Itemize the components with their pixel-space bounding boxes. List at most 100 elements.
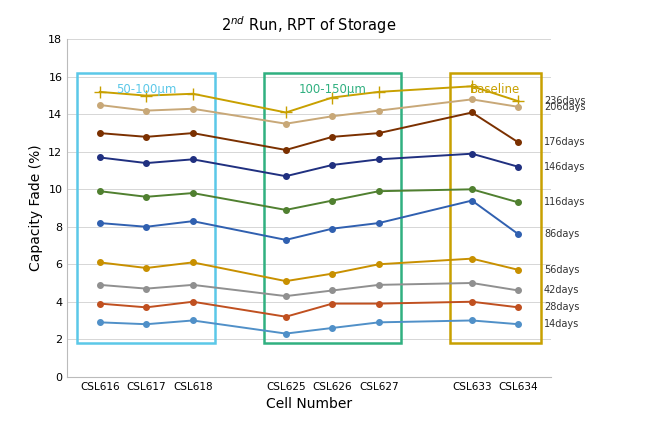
56days xyxy=(375,261,383,267)
14days xyxy=(95,320,103,325)
Text: 100-150μm: 100-150μm xyxy=(298,82,366,95)
Line: 28days: 28days xyxy=(97,299,521,319)
146days xyxy=(468,151,476,156)
14days xyxy=(468,318,476,323)
236days xyxy=(282,110,290,115)
Text: 14days: 14days xyxy=(544,319,579,329)
236days xyxy=(468,84,476,89)
14days xyxy=(142,321,151,327)
Text: 56days: 56days xyxy=(544,265,579,275)
176days xyxy=(189,131,197,136)
176days xyxy=(282,147,290,152)
86days xyxy=(282,237,290,243)
56days xyxy=(95,260,103,265)
42days xyxy=(189,282,197,287)
28days xyxy=(468,299,476,304)
14days xyxy=(189,318,197,323)
206days xyxy=(189,106,197,111)
236days xyxy=(95,89,103,95)
Line: 56days: 56days xyxy=(97,256,521,284)
Text: 206days: 206days xyxy=(544,102,585,112)
Text: 146days: 146days xyxy=(544,162,585,172)
236days xyxy=(142,93,151,98)
28days xyxy=(515,305,523,310)
X-axis label: Cell Number: Cell Number xyxy=(266,397,352,411)
206days xyxy=(468,97,476,102)
Text: 42days: 42days xyxy=(544,286,579,296)
Line: 116days: 116days xyxy=(97,187,521,213)
236days xyxy=(329,95,337,100)
Line: 236days: 236days xyxy=(94,81,524,118)
Line: 14days: 14days xyxy=(97,318,521,336)
42days xyxy=(329,288,337,293)
116days xyxy=(329,198,337,203)
28days xyxy=(95,301,103,306)
14days xyxy=(282,331,290,336)
176days xyxy=(95,131,103,136)
206days xyxy=(282,121,290,126)
86days xyxy=(468,198,476,203)
Line: 42days: 42days xyxy=(97,280,521,299)
146days xyxy=(282,173,290,179)
56days xyxy=(142,265,151,271)
42days xyxy=(468,280,476,286)
56days xyxy=(282,279,290,284)
Text: 50-100μm: 50-100μm xyxy=(116,82,177,95)
28days xyxy=(282,314,290,319)
56days xyxy=(329,271,337,276)
Line: 206days: 206days xyxy=(97,97,521,127)
116days xyxy=(468,187,476,192)
86days xyxy=(95,220,103,226)
28days xyxy=(189,299,197,304)
176days xyxy=(142,134,151,139)
Bar xyxy=(77,73,215,343)
42days xyxy=(375,282,383,287)
146days xyxy=(515,164,523,170)
Bar xyxy=(450,73,541,343)
28days xyxy=(329,301,337,306)
236days xyxy=(515,99,523,104)
56days xyxy=(468,256,476,261)
28days xyxy=(375,301,383,306)
Bar xyxy=(263,73,401,343)
146days xyxy=(375,157,383,162)
146days xyxy=(142,160,151,166)
236days xyxy=(375,89,383,95)
86days xyxy=(189,219,197,224)
28days xyxy=(142,305,151,310)
Text: 236days: 236days xyxy=(544,96,585,106)
Text: 86days: 86days xyxy=(544,229,579,239)
116days xyxy=(95,188,103,194)
206days xyxy=(375,108,383,113)
116days xyxy=(189,191,197,196)
206days xyxy=(329,113,337,119)
42days xyxy=(95,282,103,287)
86days xyxy=(142,224,151,230)
176days xyxy=(468,110,476,115)
Line: 176days: 176days xyxy=(97,110,521,153)
116days xyxy=(282,207,290,212)
56days xyxy=(515,267,523,272)
176days xyxy=(375,131,383,136)
86days xyxy=(515,232,523,237)
42days xyxy=(282,293,290,299)
Text: 28days: 28days xyxy=(544,302,579,312)
116days xyxy=(515,200,523,205)
Text: 176days: 176days xyxy=(544,138,585,148)
86days xyxy=(375,220,383,226)
116days xyxy=(375,188,383,194)
Line: 86days: 86days xyxy=(97,198,521,243)
236days xyxy=(189,91,197,96)
146days xyxy=(95,155,103,160)
176days xyxy=(329,134,337,139)
Title: 2$^{nd}$ Run, RPT of Storage: 2$^{nd}$ Run, RPT of Storage xyxy=(222,14,396,36)
146days xyxy=(189,157,197,162)
14days xyxy=(375,320,383,325)
176days xyxy=(515,140,523,145)
Line: 146days: 146days xyxy=(97,151,521,179)
14days xyxy=(329,325,337,331)
56days xyxy=(189,260,197,265)
86days xyxy=(329,226,337,231)
206days xyxy=(515,104,523,110)
42days xyxy=(515,288,523,293)
